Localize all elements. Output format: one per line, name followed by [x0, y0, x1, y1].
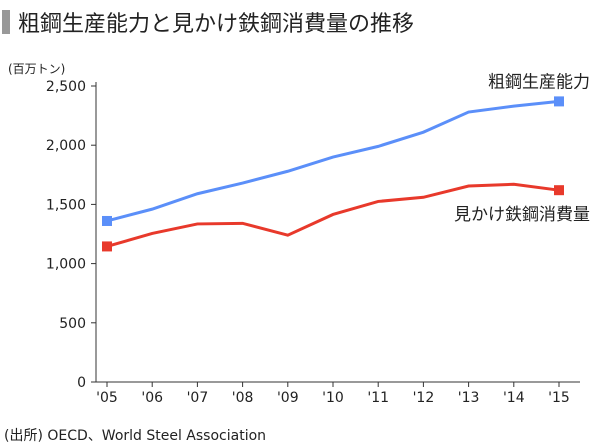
x-tick-label: '06 — [141, 390, 163, 406]
chart-title: 粗鋼生産能力と見かけ鉄鋼消費量の推移 — [2, 6, 414, 38]
x-tick-label: '15 — [548, 390, 570, 406]
series-marker-2 — [554, 185, 564, 196]
x-tick-label: '10 — [322, 390, 344, 406]
y-tick-label: 1,500 — [46, 197, 86, 213]
x-tick-label: '13 — [458, 390, 480, 406]
title-marker — [2, 10, 10, 34]
source-note: (出所) OECD、World Steel Association — [4, 428, 267, 444]
y-tick-label: 2,000 — [46, 138, 86, 154]
y-axis-unit: (百万トン) — [8, 62, 66, 76]
series-marker-1 — [554, 96, 564, 107]
y-tick-label: 500 — [59, 316, 86, 332]
series-marker-1 — [102, 215, 112, 226]
series-label-2: 見かけ鉄鋼消費量 — [454, 205, 590, 225]
series-label-1: 粗鋼生産能力 — [488, 72, 590, 92]
x-tick-label: '12 — [413, 390, 435, 406]
series-marker-2 — [102, 241, 112, 252]
series-line-2 — [106, 182, 560, 248]
y-tick-label: 0 — [77, 375, 86, 391]
x-tick-label: '08 — [232, 390, 254, 406]
title-text: 粗鋼生産能力と見かけ鉄鋼消費量の推移 — [18, 12, 415, 37]
x-tick-label: '09 — [277, 390, 299, 406]
x-tick-label: '05 — [96, 390, 118, 406]
y-tick-label: 1,000 — [46, 257, 86, 273]
series-line-1 — [106, 99, 560, 223]
x-tick-label: '11 — [367, 390, 389, 406]
x-tick-label: '14 — [503, 390, 525, 406]
y-tick-label: 2,500 — [46, 79, 86, 95]
x-tick-label: '07 — [187, 390, 209, 406]
